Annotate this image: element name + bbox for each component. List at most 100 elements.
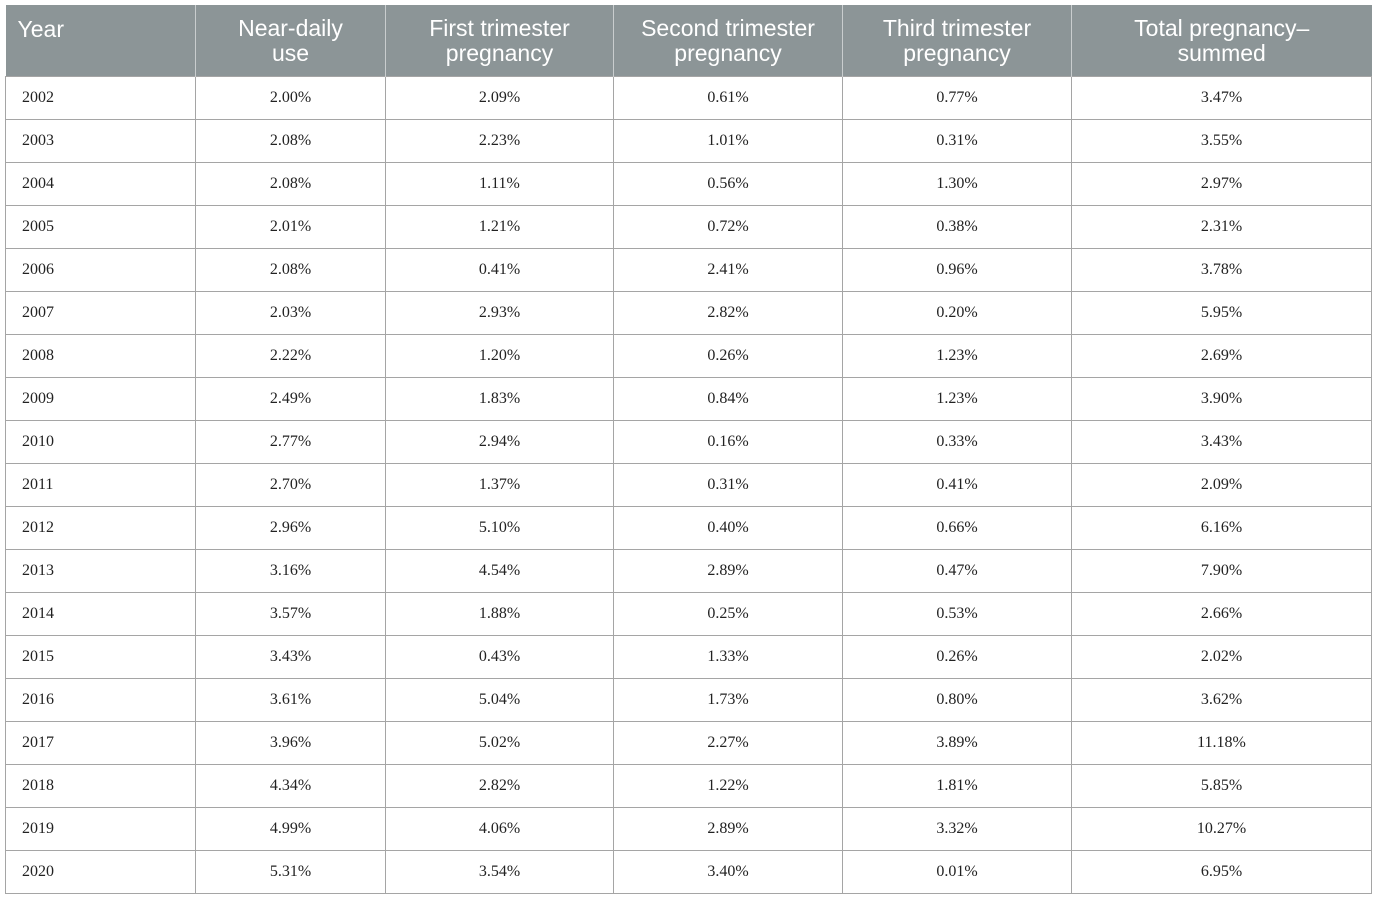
value-cell: 3.47% — [1071, 75, 1372, 120]
table-row: 2007 2.03% 2.93% 2.82% 0.20% 5.95% — [5, 290, 1372, 335]
value-cell: 0.77% — [842, 75, 1072, 120]
value-cell: 2.03% — [195, 290, 386, 335]
value-cell: 0.61% — [613, 75, 843, 120]
value-cell: 0.66% — [842, 505, 1072, 550]
value-cell: 0.31% — [613, 462, 843, 507]
value-cell: 5.02% — [385, 720, 614, 765]
value-cell: 2.89% — [613, 806, 843, 851]
year-cell: 2002 — [5, 75, 196, 120]
value-cell: 2.97% — [1071, 161, 1372, 206]
table-row: 2010 2.77% 2.94% 0.16% 0.33% 3.43% — [5, 419, 1372, 464]
value-cell: 1.23% — [842, 376, 1072, 421]
table-row: 2020 5.31% 3.54% 3.40% 0.01% 6.95% — [5, 849, 1372, 894]
value-cell: 0.01% — [842, 849, 1072, 894]
table-row: 2008 2.22% 1.20% 0.26% 1.23% 2.69% — [5, 333, 1372, 378]
value-cell: 0.56% — [613, 161, 843, 206]
table-row: 2005 2.01% 1.21% 0.72% 0.38% 2.31% — [5, 204, 1372, 249]
value-cell: 2.02% — [1071, 634, 1372, 679]
table-body: 2002 2.00% 2.09% 0.61% 0.77% 3.47% 2003 2.08% 2.… — [5, 75, 1372, 894]
value-cell: 3.40% — [613, 849, 843, 894]
value-cell: 2.00% — [195, 75, 386, 120]
value-cell: 0.20% — [842, 290, 1072, 335]
value-cell: 3.62% — [1071, 677, 1372, 722]
value-cell: 0.38% — [842, 204, 1072, 249]
value-cell: 0.84% — [613, 376, 843, 421]
value-cell: 5.31% — [195, 849, 386, 894]
data-table: Year Near-daily use First trimester pregna… — [5, 5, 1372, 894]
table-row: 2015 3.43% 0.43% 1.33% 0.26% 2.02% — [5, 634, 1372, 679]
year-cell: 2008 — [5, 333, 196, 378]
value-cell: 5.95% — [1071, 290, 1372, 335]
table-row: 2009 2.49% 1.83% 0.84% 1.23% 3.90% — [5, 376, 1372, 421]
value-cell: 2.01% — [195, 204, 386, 249]
value-cell: 2.82% — [613, 290, 843, 335]
value-cell: 0.26% — [842, 634, 1072, 679]
header-row: Year Near-daily use First trimester pregna… — [5, 5, 1372, 76]
column-header-text: First trimester pregnancy — [429, 15, 570, 66]
value-cell: 3.61% — [195, 677, 386, 722]
table-row: 2016 3.61% 5.04% 1.73% 0.80% 3.62% — [5, 677, 1372, 722]
value-cell: 3.43% — [195, 634, 386, 679]
year-cell: 2012 — [5, 505, 196, 550]
table-row: 2002 2.00% 2.09% 0.61% 0.77% 3.47% — [5, 75, 1372, 120]
table-row: 2013 3.16% 4.54% 2.89% 0.47% 7.90% — [5, 548, 1372, 593]
value-cell: 11.18% — [1071, 720, 1372, 765]
value-cell: 2.09% — [385, 75, 614, 120]
value-cell: 1.01% — [613, 118, 843, 163]
year-cell: 2014 — [5, 591, 196, 636]
value-cell: 2.66% — [1071, 591, 1372, 636]
value-cell: 1.88% — [385, 591, 614, 636]
value-cell: 0.26% — [613, 333, 843, 378]
year-cell: 2003 — [5, 118, 196, 163]
value-cell: 5.85% — [1071, 763, 1372, 808]
value-cell: 2.08% — [195, 247, 386, 292]
value-cell: 3.96% — [195, 720, 386, 765]
table-row: 2011 2.70% 1.37% 0.31% 0.41% 2.09% — [5, 462, 1372, 507]
value-cell: 3.78% — [1071, 247, 1372, 292]
value-cell: 6.16% — [1071, 505, 1372, 550]
value-cell: 1.33% — [613, 634, 843, 679]
value-cell: 1.81% — [842, 763, 1072, 808]
value-cell: 2.08% — [195, 161, 386, 206]
value-cell: 2.70% — [195, 462, 386, 507]
value-cell: 2.49% — [195, 376, 386, 421]
year-cell: 2020 — [5, 849, 196, 894]
year-cell: 2018 — [5, 763, 196, 808]
value-cell: 0.31% — [842, 118, 1072, 163]
value-cell: 1.83% — [385, 376, 614, 421]
value-cell: 3.55% — [1071, 118, 1372, 163]
value-cell: 0.16% — [613, 419, 843, 464]
value-cell: 3.32% — [842, 806, 1072, 851]
value-cell: 2.96% — [195, 505, 386, 550]
column-header: Second trimester pregnancy — [613, 5, 843, 76]
value-cell: 1.20% — [385, 333, 614, 378]
value-cell: 0.41% — [385, 247, 614, 292]
column-header-text: Total pregnancy–summed — [1134, 15, 1310, 66]
value-cell: 0.72% — [613, 204, 843, 249]
year-cell: 2006 — [5, 247, 196, 292]
value-cell: 2.31% — [1071, 204, 1372, 249]
column-header: Total pregnancy–summed — [1071, 5, 1372, 76]
year-cell: 2005 — [5, 204, 196, 249]
column-header-text: Year — [17, 16, 64, 42]
year-cell: 2009 — [5, 376, 196, 421]
value-cell: 0.33% — [842, 419, 1072, 464]
value-cell: 4.54% — [385, 548, 614, 593]
column-header: First trimester pregnancy — [385, 5, 614, 76]
value-cell: 2.69% — [1071, 333, 1372, 378]
value-cell: 1.22% — [613, 763, 843, 808]
value-cell: 2.27% — [613, 720, 843, 765]
value-cell: 5.10% — [385, 505, 614, 550]
value-cell: 0.43% — [385, 634, 614, 679]
value-cell: 3.89% — [842, 720, 1072, 765]
value-cell: 2.09% — [1071, 462, 1372, 507]
year-cell: 2019 — [5, 806, 196, 851]
value-cell: 7.90% — [1071, 548, 1372, 593]
table-row: 2004 2.08% 1.11% 0.56% 1.30% 2.97% — [5, 161, 1372, 206]
value-cell: 2.93% — [385, 290, 614, 335]
column-header: Third trimester pregnancy — [842, 5, 1072, 76]
value-cell: 6.95% — [1071, 849, 1372, 894]
value-cell: 2.82% — [385, 763, 614, 808]
table-row: 2006 2.08% 0.41% 2.41% 0.96% 3.78% — [5, 247, 1372, 292]
